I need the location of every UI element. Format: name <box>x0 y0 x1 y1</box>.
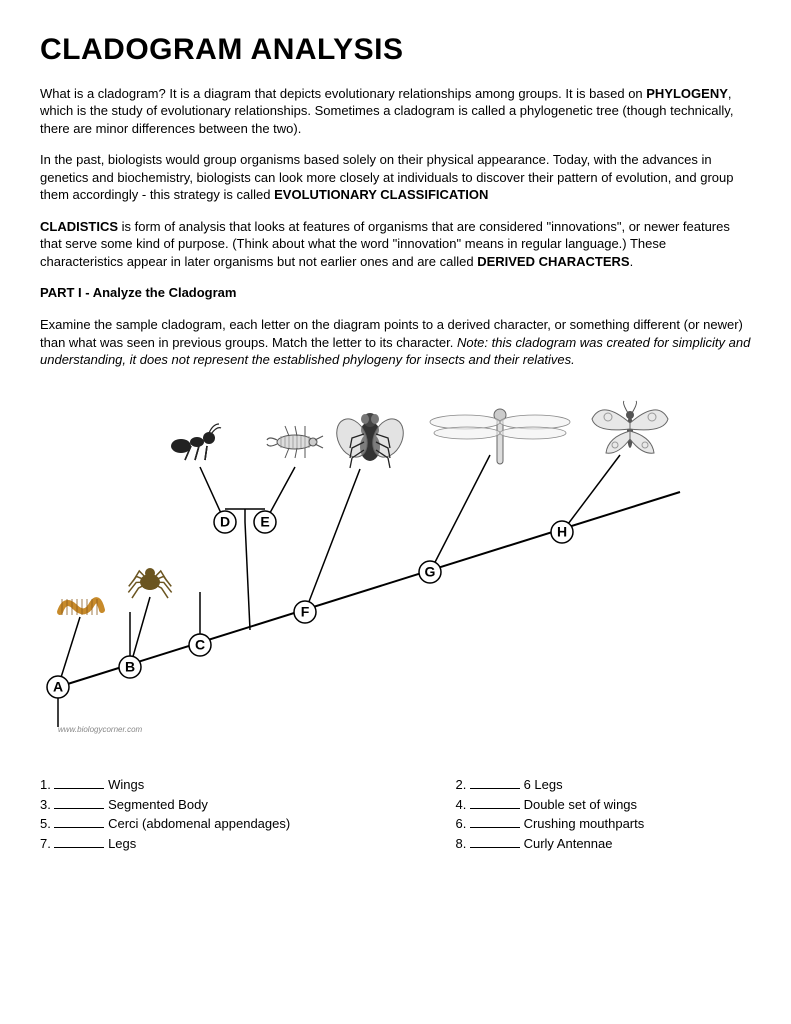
answer-label: Wings <box>104 777 144 792</box>
answer-blanks: 1. Wings3. Segmented Body5. Cerci (abdom… <box>40 776 751 854</box>
worm-icon <box>60 599 102 615</box>
node-label-d: D <box>220 513 230 529</box>
ant-icon <box>171 424 221 460</box>
term-phylogeny: PHYLOGENY <box>646 86 728 101</box>
answer-row: 5. Cerci (abdomenal appendages) <box>40 815 336 833</box>
answer-row: 2. 6 Legs <box>456 776 752 794</box>
node-label-h: H <box>557 523 567 539</box>
answer-label: Curly Antennae <box>520 836 613 851</box>
answer-number: 4. <box>456 797 470 812</box>
answer-blank[interactable] <box>470 797 520 809</box>
fly-icon <box>331 413 409 468</box>
spider-icon <box>128 568 171 598</box>
node-label-e: E <box>260 513 269 529</box>
answer-blank[interactable] <box>54 797 104 809</box>
part1-heading: PART I - Analyze the Cladogram <box>40 284 751 302</box>
paragraph-3: CLADISTICS is form of analysis that look… <box>40 218 751 271</box>
answer-label: Crushing mouthparts <box>520 816 644 831</box>
answer-row: 8. Curly Antennae <box>456 835 752 853</box>
earwig-icon <box>267 426 323 458</box>
node-label-b: B <box>125 658 135 674</box>
page-title: CLADOGRAM ANALYSIS <box>40 30 751 71</box>
answer-row: 3. Segmented Body <box>40 796 336 814</box>
answer-row: 1. Wings <box>40 776 336 794</box>
answer-blank[interactable] <box>54 816 104 828</box>
answer-number: 5. <box>40 816 54 831</box>
term-cladistics: CLADISTICS <box>40 219 118 234</box>
answer-row: 6. Crushing mouthparts <box>456 815 752 833</box>
term-derived-characters: DERIVED CHARACTERS <box>477 254 629 269</box>
text: . <box>630 254 634 269</box>
term-evolutionary-classification: EVOLUTIONARY CLASSIFICATION <box>274 187 488 202</box>
answer-number: 2. <box>456 777 470 792</box>
butterfly-icon <box>592 401 668 453</box>
answer-row: 4. Double set of wings <box>456 796 752 814</box>
answer-blank[interactable] <box>470 777 520 789</box>
answer-number: 6. <box>456 816 470 831</box>
answer-label: Legs <box>104 836 136 851</box>
answers-left-column: 1. Wings3. Segmented Body5. Cerci (abdom… <box>40 776 336 854</box>
answer-label: Cerci (abdomenal appendages) <box>104 816 290 831</box>
answer-number: 3. <box>40 797 54 812</box>
paragraph-4: Examine the sample cladogram, each lette… <box>40 316 751 369</box>
cladogram-diagram: A B C D E F G Hwww.biologycorner.com <box>40 387 751 747</box>
answer-number: 7. <box>40 836 54 851</box>
answer-label: 6 Legs <box>520 777 563 792</box>
answer-blank[interactable] <box>54 836 104 848</box>
paragraph-1: What is a cladogram? It is a diagram tha… <box>40 85 751 138</box>
answer-row: 7. Legs <box>40 835 336 853</box>
node-label-c: C <box>195 636 205 652</box>
answer-blank[interactable] <box>470 836 520 848</box>
dragonfly-icon <box>430 409 570 464</box>
answer-label: Double set of wings <box>520 797 637 812</box>
text: What is a cladogram? It is a diagram tha… <box>40 86 646 101</box>
answer-number: 1. <box>40 777 54 792</box>
image-credit: www.biologycorner.com <box>58 725 143 734</box>
node-label-f: F <box>301 603 310 619</box>
paragraph-2: In the past, biologists would group orga… <box>40 151 751 204</box>
answer-blank[interactable] <box>54 777 104 789</box>
answer-label: Segmented Body <box>104 797 207 812</box>
answers-right-column: 2. 6 Legs4. Double set of wings6. Crushi… <box>456 776 752 854</box>
answer-number: 8. <box>456 836 470 851</box>
node-label-g: G <box>425 563 436 579</box>
answer-blank[interactable] <box>470 816 520 828</box>
node-label-a: A <box>53 678 63 694</box>
